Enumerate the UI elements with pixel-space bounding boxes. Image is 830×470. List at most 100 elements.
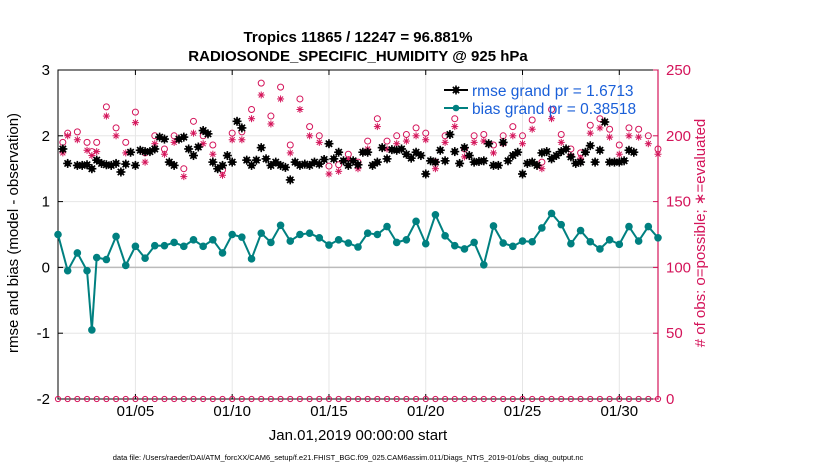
rmse-point-spokes — [566, 152, 576, 162]
rmse-point-spokes — [169, 160, 179, 170]
bias-point — [450, 241, 459, 250]
obs-baseline-point — [93, 395, 100, 403]
obs-possible-point — [257, 79, 265, 87]
bias-point — [460, 245, 469, 253]
obs-baseline-point — [325, 395, 333, 403]
rmse-point-spokes — [479, 156, 489, 166]
obs-possible-point — [267, 112, 275, 120]
rmse-point-spokes — [532, 160, 542, 170]
bias-point — [247, 255, 256, 263]
rmse-point-spokes — [576, 157, 586, 167]
obs-baseline-point — [538, 395, 545, 403]
bias-line-segment — [473, 241, 485, 266]
x-tick-label: 01/30 — [601, 403, 639, 420]
obs-possible-point — [335, 161, 343, 169]
bias-point — [528, 237, 536, 246]
bias-point — [257, 229, 266, 237]
rmse-point-spokes — [111, 158, 121, 168]
obs-evaluated-point — [238, 136, 246, 144]
obs-evaluated-point — [228, 136, 236, 144]
obs-possible-point — [306, 123, 314, 131]
rmse-point-spokes — [63, 158, 73, 168]
obs-baseline-point — [122, 395, 129, 403]
obs-evaluated-point — [489, 149, 497, 157]
bias-point — [228, 230, 236, 239]
chart-title-line-1: Tropics 11865 / 12247 = 96.881% — [244, 29, 473, 46]
rmse-point-spokes — [416, 151, 426, 161]
rmse-point-spokes — [493, 160, 503, 170]
obs-possible-point — [470, 132, 478, 140]
obs-baseline-point — [151, 395, 158, 403]
y-right-tick-label: 100 — [666, 259, 691, 276]
rmse-point-spokes — [455, 158, 465, 168]
rmse-point-spokes — [188, 151, 198, 161]
obs-possible-point — [606, 125, 614, 133]
obs-baseline-point — [141, 395, 149, 403]
rmse-point-spokes — [213, 164, 223, 174]
obs-baseline-point — [596, 395, 604, 403]
rmse-point-spokes — [305, 160, 315, 170]
obs-possible-point — [325, 162, 333, 170]
rmse-point-spokes — [377, 143, 387, 153]
bias-point — [654, 233, 662, 242]
rmse-point-spokes — [261, 154, 271, 164]
rmse-point-spokes — [363, 147, 373, 157]
obs-possible-point — [286, 141, 294, 149]
bias-point — [83, 266, 91, 275]
obs-evaluated-point — [160, 150, 168, 158]
bias-point — [596, 245, 604, 253]
obs-evaluated-point — [180, 173, 188, 181]
rmse-point-spokes — [542, 147, 552, 157]
rmse-point-spokes — [280, 162, 290, 172]
obs-evaluated-point — [402, 137, 410, 145]
bias-point — [538, 224, 546, 232]
obs-baseline-point — [219, 395, 226, 403]
bias-point — [88, 326, 96, 334]
obs-possible-point — [315, 132, 323, 140]
obs-baseline-point — [316, 395, 323, 403]
obs-evaluated-point — [615, 150, 623, 158]
obs-baseline-point — [354, 395, 362, 403]
rmse-point-spokes — [193, 142, 203, 152]
rmse-point-spokes — [334, 147, 344, 157]
bias-line-segment — [424, 214, 437, 245]
obs-evaluated-point — [73, 136, 81, 144]
bias-point — [112, 232, 120, 241]
obs-evaluated-point — [83, 146, 91, 154]
bias-point — [441, 232, 449, 240]
obs-baseline-point — [229, 395, 236, 403]
obs-baseline-point — [364, 395, 371, 403]
x-tick-label: 01/15 — [310, 403, 348, 420]
obs-evaluated-point — [286, 149, 294, 157]
rmse-point-spokes — [87, 164, 97, 174]
rmse-point-spokes — [600, 117, 610, 127]
obs-evaluated-point — [441, 138, 449, 146]
bias-point — [180, 242, 188, 251]
obs-baseline-point — [441, 395, 449, 403]
bias-line-segment — [240, 236, 253, 260]
bias-point — [238, 233, 246, 241]
y-axis-left-label: rmse and bias (model - observation) — [5, 113, 22, 353]
obs-evaluated-point — [644, 140, 652, 148]
obs-baseline-point — [625, 395, 633, 403]
bias-line-segment — [57, 234, 69, 271]
bias-line-segment — [434, 214, 447, 237]
obs-evaluated-point — [528, 125, 536, 133]
bias-point — [499, 239, 507, 247]
obs-baseline-point — [645, 395, 652, 403]
obs-possible-point — [635, 125, 643, 133]
obs-baseline-point — [567, 395, 575, 403]
rmse-point-spokes — [430, 157, 440, 167]
bias-point — [121, 261, 130, 270]
obs-evaluated-point — [267, 120, 275, 128]
bias-point — [431, 210, 440, 219]
obs-baseline-point — [83, 395, 91, 403]
rmse-point-spokes — [590, 157, 600, 167]
bias-point — [315, 233, 324, 242]
rmse-point-spokes — [406, 153, 416, 163]
bias-point — [354, 243, 362, 251]
bias-point — [141, 254, 149, 262]
obs-baseline-point — [103, 395, 110, 403]
obs-baseline-point — [238, 395, 245, 403]
